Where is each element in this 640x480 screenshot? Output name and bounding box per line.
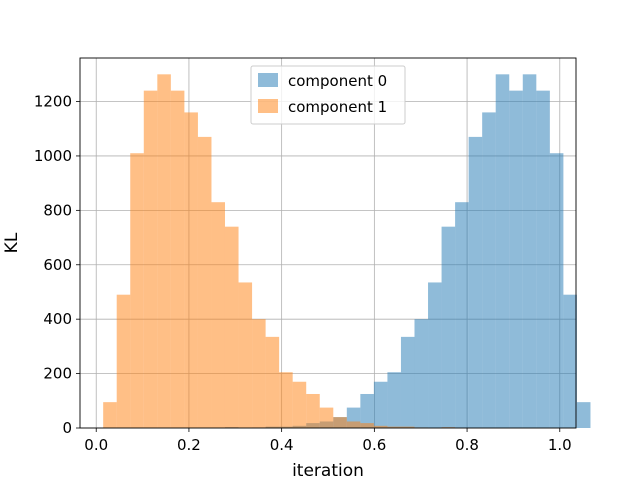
bar-component-1 <box>333 417 347 428</box>
histogram-bars <box>103 74 591 428</box>
bar-component-1 <box>184 112 198 428</box>
bar-component-0 <box>455 202 469 428</box>
bar-component-1 <box>157 74 171 428</box>
bar-component-1 <box>143 90 158 428</box>
bar-component-0 <box>414 319 429 428</box>
y-tick-label: 200 <box>43 365 72 383</box>
bar-component-1 <box>130 153 144 428</box>
bar-component-1 <box>224 226 239 428</box>
y-tick-label: 1200 <box>34 93 72 111</box>
bar-component-0 <box>360 393 374 428</box>
x-tick-label: 0.8 <box>455 436 479 454</box>
bar-component-1 <box>116 294 131 428</box>
bar-component-1 <box>252 319 266 428</box>
legend: component 0 component 1 <box>250 65 406 125</box>
bar-component-1 <box>211 202 225 428</box>
bar-component-0 <box>441 226 456 428</box>
axes-frame <box>79 57 577 429</box>
bar-component-0 <box>509 90 523 428</box>
bar-component-0 <box>563 294 577 428</box>
bar-component-0 <box>536 90 550 428</box>
y-tick-label: 0 <box>62 419 72 437</box>
bar-component-0 <box>400 336 415 428</box>
bar-component-0 <box>522 74 537 428</box>
bar-component-1 <box>238 282 253 428</box>
bar-component-1 <box>373 425 388 428</box>
bar-component-1 <box>346 421 361 428</box>
y-tick-label: 1000 <box>34 147 72 165</box>
legend-swatch-component-1 <box>258 99 278 113</box>
bar-component-1 <box>103 402 117 428</box>
y-tick-label: 400 <box>43 310 72 328</box>
bar-component-0 <box>495 74 510 428</box>
bar-component-1 <box>306 393 320 428</box>
bar-component-1 <box>265 336 280 428</box>
bar-component-0 <box>468 136 483 428</box>
bar-component-1 <box>197 136 212 428</box>
bar-component-0 <box>387 372 401 428</box>
bar-component-1 <box>387 426 401 428</box>
bar-component-1 <box>360 423 374 428</box>
bar-component-1 <box>170 90 185 428</box>
bar-component-0 <box>428 282 442 428</box>
x-tick-label: 0.0 <box>84 436 108 454</box>
bar-component-0 <box>482 112 496 428</box>
bar-component-0 <box>576 402 591 428</box>
x-tick-label: 1.0 <box>548 436 572 454</box>
bar-component-0 <box>373 381 388 428</box>
bar-component-0 <box>549 153 564 428</box>
legend-box <box>250 65 406 125</box>
legend-label-component-1: component 1 <box>288 98 387 116</box>
y-axis-label: KL <box>2 232 22 253</box>
legend-label-component-0: component 0 <box>288 72 387 90</box>
bar-component-1 <box>279 372 293 428</box>
x-tick-label: 0.2 <box>177 436 201 454</box>
y-tick-label: 800 <box>43 201 72 219</box>
axis-ticks: 0.0 0.2 0.4 0.6 0.8 1.0 0 200 400 600 800 1000 1200 <box>34 93 572 454</box>
x-axis-label: iteration <box>292 461 364 480</box>
y-tick-label: 600 <box>43 256 72 274</box>
bar-component-1 <box>292 381 307 428</box>
x-tick-label: 0.4 <box>270 436 294 454</box>
bar-component-1 <box>400 426 415 428</box>
x-tick-label: 0.6 <box>362 436 386 454</box>
legend-swatch-component-0 <box>258 73 278 87</box>
bar-component-1 <box>319 407 334 428</box>
